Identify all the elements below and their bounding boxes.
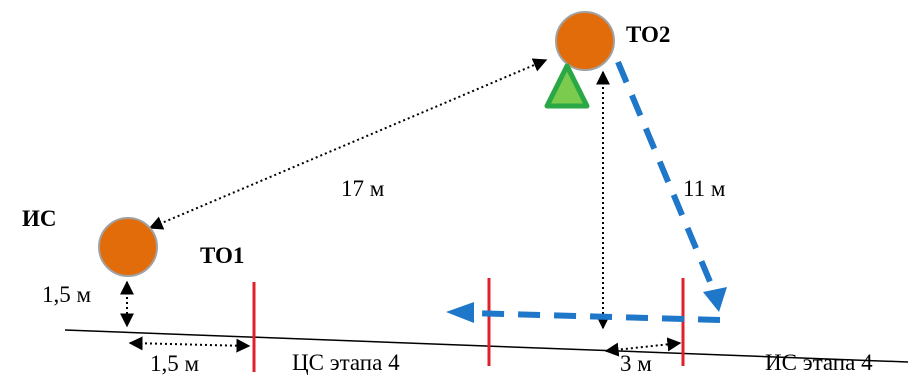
offset-arrow-is	[128, 336, 251, 353]
label-offset-is: 1,5 м	[150, 351, 200, 376]
distance-arrow-17m	[148, 58, 548, 230]
blue-arrowhead-descent	[703, 287, 727, 312]
label-node-to1: ТО1	[200, 243, 245, 268]
label-distance-11m: 11 м	[683, 176, 726, 201]
label-stage4-cs: ЦС этапа 4	[292, 350, 400, 375]
node-is	[98, 217, 158, 277]
blue-path-return	[469, 310, 721, 323]
label-stage4-is: ИС этапа 4	[765, 350, 873, 375]
distance-arrow-3m	[604, 337, 682, 357]
label-distance-3m: 3 м	[620, 351, 652, 376]
label-height-is: 1,5 м	[42, 282, 92, 307]
label-distance-17m: 17 м	[341, 176, 385, 201]
blue-path-descent	[615, 60, 719, 298]
node-to2	[555, 11, 615, 71]
marker-triangle-icon	[544, 63, 590, 109]
ground-line	[64, 329, 909, 363]
label-node-to2: ТО2	[626, 22, 671, 47]
label-node-is: ИС	[22, 206, 57, 231]
blue-arrowhead-return	[446, 302, 474, 323]
